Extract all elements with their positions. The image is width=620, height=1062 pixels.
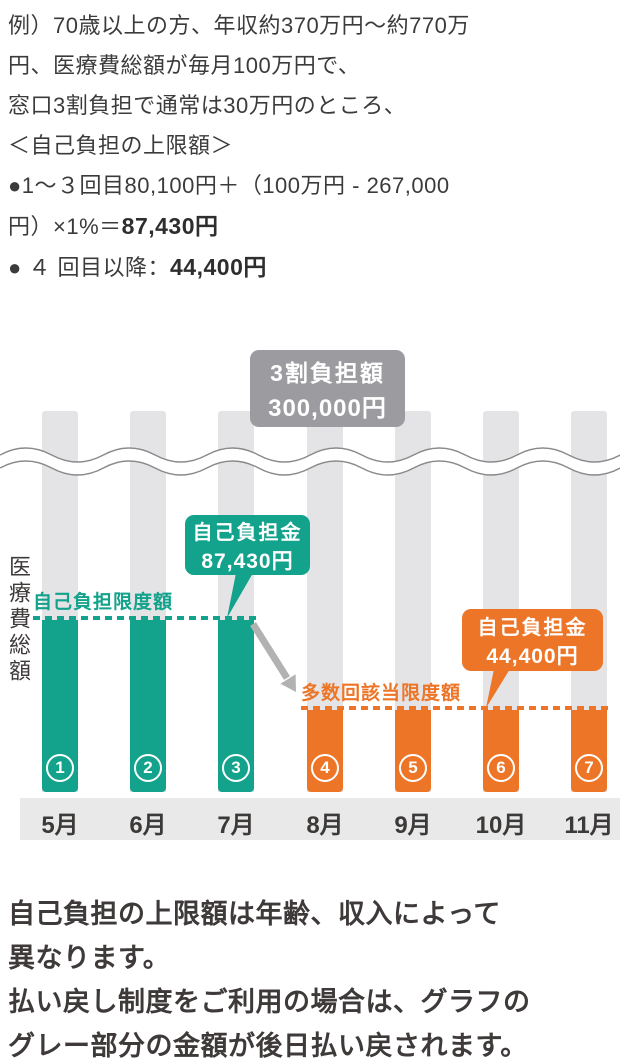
multiple-times-limit-line — [301, 706, 612, 710]
self-pay-87430-badge: 自己負担金 87,430円 — [185, 515, 310, 575]
intro-text: 例）70歳以上の方、年収約370万円〜約770万 円、医療費総額が毎月100万円… — [0, 0, 620, 288]
bar-number-badge: 1 — [46, 754, 74, 782]
self-pay-limit-line — [33, 616, 257, 620]
footer-line: 異なります。 — [8, 943, 171, 973]
refund-arrow-head — [280, 674, 296, 692]
fourth-time-amount: 44,400円 — [170, 254, 267, 280]
footer-line: グレー部分の金額が後日払い戻されます。 — [8, 1031, 528, 1061]
self-pay-44400-badge-amount: 44,400円 — [486, 644, 579, 668]
bar-number-badge: 3 — [222, 754, 250, 782]
self-pay-44400-badge: 自己負担金 44,400円 — [462, 609, 603, 671]
y-axis-label: 医療費総額 — [6, 555, 31, 685]
copay-30pct-badge-amount: 300,000円 — [268, 395, 387, 422]
copay-30pct-badge: 3割負担額 300,000円 — [250, 350, 405, 427]
multiple-times-limit-label: 多数回該当限度額 — [301, 683, 462, 704]
fourth-time-prefix: ● ４ 回目以降： — [8, 255, 171, 280]
month-label: 10月 — [475, 812, 527, 839]
self-pay-limit-label: 自己負担限度額 — [33, 592, 174, 613]
month-label: 5月 — [41, 812, 79, 839]
bar-number-badge: 5 — [399, 754, 427, 782]
intro-line-limit-heading: ＜自己負担の上限額＞ — [8, 133, 234, 158]
intro-line-formula-result: 円）×1%＝87,430円 — [8, 206, 620, 247]
bar-number-badge: 2 — [134, 754, 162, 782]
intro-line: 窓口3割負担で通常は30万円のところ、 — [8, 93, 407, 118]
intro-line-fourth-time: ● ４ 回目以降：44,400円 — [8, 247, 620, 288]
footer-line: 自己負担の上限額は年齢、収入によって — [8, 899, 501, 929]
footer-line: 払い戻し制度をご利用の場合は、グラフの — [8, 987, 531, 1017]
self-pay-44400-badge-title: 自己負担金 — [477, 616, 588, 639]
x-axis-band — [20, 798, 620, 840]
month-label: 9月 — [394, 812, 432, 839]
self-pay-87430-badge-amount: 87,430円 — [201, 549, 294, 573]
month-label: 11月 — [564, 812, 614, 839]
formula-prefix: 円）×1%＝ — [8, 214, 122, 239]
month-label: 6月 — [129, 812, 167, 839]
bar-number-badge: 4 — [311, 754, 339, 782]
bar-number-badge: 6 — [487, 754, 515, 782]
self-pay-87430-badge-title: 自己負担金 — [192, 521, 303, 544]
formula-result-amount: 87,430円 — [121, 213, 219, 239]
medical-cost-bar-chart: 医療費総額 3割負担額 300,000円 自己負担限度額 多数回該当限度額 自己… — [0, 337, 620, 842]
month-label: 7月 — [217, 812, 255, 839]
intro-line-formula: ●1〜３回目80,100円＋（100万円 - 267,000 — [8, 173, 450, 198]
footer-note-text: 自己負担の上限額は年齢、収入によって 異なります。 払い戻し制度をご利用の場合は… — [8, 892, 620, 1062]
intro-line: 例）70歳以上の方、年収約370万円〜約770万 — [8, 13, 470, 38]
refund-arrow-shaft — [250, 622, 290, 680]
copay-30pct-badge-title: 3割負担額 — [270, 360, 385, 386]
month-label: 8月 — [306, 812, 344, 839]
intro-line: 円、医療費総額が毎月100万円で、 — [8, 53, 361, 78]
bar-number-badge: 7 — [575, 754, 603, 782]
